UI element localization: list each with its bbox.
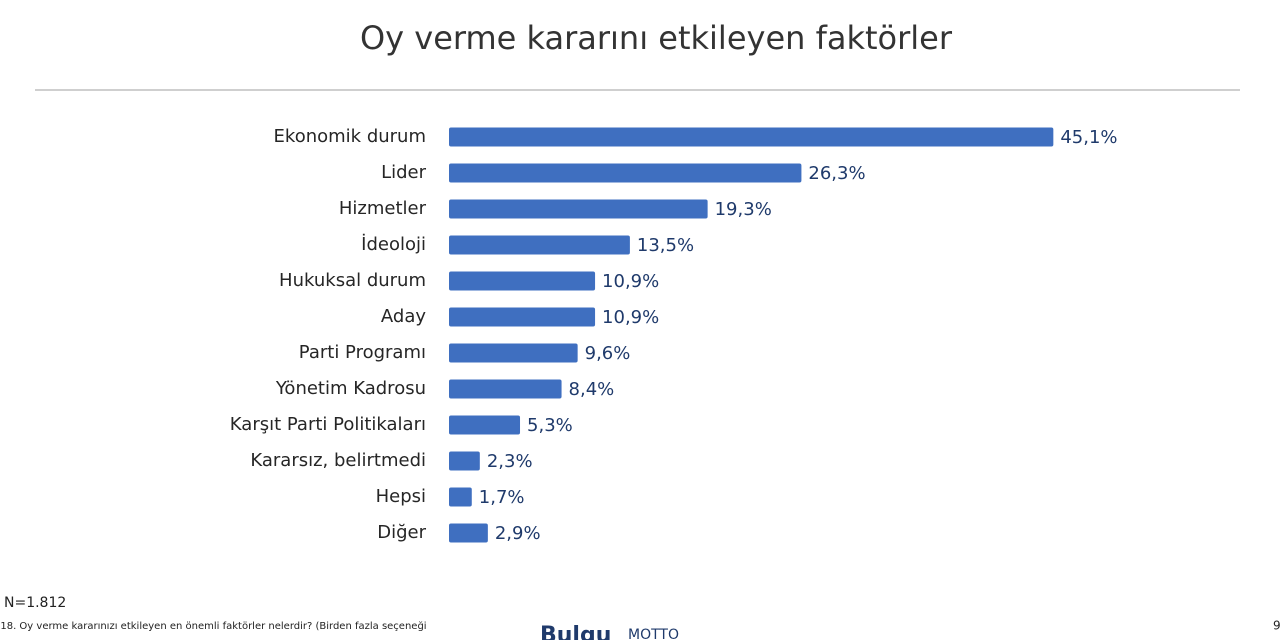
chart-title: Oy verme kararını etkileyen faktörler bbox=[360, 19, 953, 57]
logo-sub: MOTTO bbox=[628, 627, 679, 640]
bar bbox=[449, 307, 596, 327]
sample-size: N=1.812 bbox=[4, 595, 66, 611]
value-label: 10,9% bbox=[602, 271, 659, 292]
bar bbox=[449, 199, 708, 219]
value-label: 10,9% bbox=[602, 307, 659, 328]
value-label: 19,3% bbox=[715, 199, 772, 220]
question-note: S18. Oy verme kararınızı etkileyen en ön… bbox=[0, 620, 427, 632]
value-label: 2,9% bbox=[495, 523, 541, 544]
category-label: Ekonomik durum bbox=[274, 126, 426, 147]
value-label: 8,4% bbox=[569, 379, 615, 400]
category-label: Karşıt Parti Politikaları bbox=[230, 414, 426, 435]
value-label: 1,7% bbox=[479, 487, 525, 508]
bar bbox=[449, 163, 802, 183]
category-label: Kararsız, belirtmedi bbox=[250, 450, 426, 471]
category-label: Hukuksal durum bbox=[279, 270, 426, 291]
category-label: İdeoloji bbox=[361, 234, 426, 255]
value-label: 13,5% bbox=[637, 235, 694, 256]
bar bbox=[449, 127, 1054, 147]
logo: Bulgu bbox=[540, 623, 611, 640]
category-label: Parti Programı bbox=[299, 342, 426, 363]
bar bbox=[449, 379, 562, 399]
category-label: Aday bbox=[381, 306, 426, 327]
value-label: 45,1% bbox=[1060, 127, 1117, 148]
value-label: 9,6% bbox=[585, 343, 631, 364]
bar bbox=[449, 487, 472, 507]
category-label: Yönetim Kadrosu bbox=[275, 378, 426, 399]
category-label: Hepsi bbox=[376, 486, 426, 507]
bar bbox=[449, 415, 521, 435]
value-label: 26,3% bbox=[808, 163, 865, 184]
bar bbox=[449, 235, 630, 255]
value-label: 5,3% bbox=[527, 415, 573, 436]
bar bbox=[449, 523, 488, 543]
category-label: Diğer bbox=[377, 522, 426, 543]
value-label: 2,3% bbox=[487, 451, 533, 472]
bar bbox=[449, 451, 480, 471]
category-label: Hizmetler bbox=[339, 198, 427, 219]
category-label: Lider bbox=[381, 162, 427, 183]
bar bbox=[449, 343, 578, 363]
page-number: 9 bbox=[1273, 619, 1280, 633]
bar bbox=[449, 271, 596, 291]
